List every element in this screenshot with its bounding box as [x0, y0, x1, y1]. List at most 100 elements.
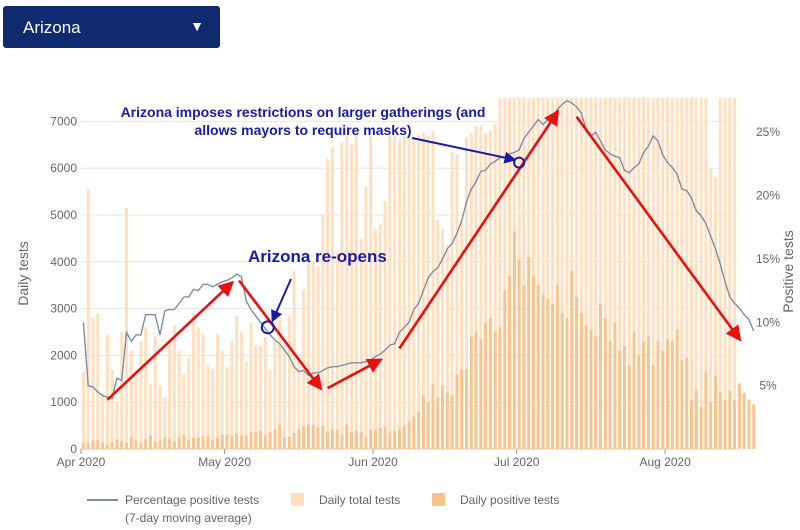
bar-total-tests [455, 154, 459, 449]
bar-total-tests [120, 332, 124, 449]
bar-total-tests [278, 317, 282, 449]
bar-positive-tests [182, 434, 186, 449]
bar-total-tests [541, 98, 545, 449]
bar-positive-tests [622, 346, 626, 449]
percent-positive-line-layer [82, 99, 755, 400]
legend-swatch-positive-tests [432, 493, 445, 506]
bar-positive-tests [546, 299, 550, 449]
trend-arrow [237, 279, 323, 391]
bar-positive-tests [570, 271, 574, 449]
bar-total-tests [378, 224, 382, 449]
bar-positive-tests [153, 441, 157, 449]
bar-total-tests [374, 229, 377, 449]
bar-positive-tests [412, 416, 416, 449]
bar-positive-tests [618, 350, 622, 449]
bar-total-tests [340, 142, 344, 449]
bar-total-tests [144, 327, 148, 449]
legend: Percentage positive tests (7-day moving a… [87, 493, 559, 525]
bar-positive-tests [263, 434, 267, 449]
bar-total-tests [244, 362, 248, 449]
bar-positive-tests [383, 426, 387, 449]
bar-total-tests [364, 186, 368, 450]
bar-positive-tests [565, 317, 569, 449]
bar-total-tests [642, 98, 646, 449]
bar-positive-tests [613, 322, 617, 449]
bar-positive-tests [292, 432, 296, 449]
bar-positive-tests [479, 339, 483, 449]
daily-positive-tests-bars [81, 231, 756, 449]
bar-total-tests [335, 252, 339, 449]
bar-positive-tests [163, 437, 167, 449]
bar-positive-tests [421, 395, 425, 449]
bar-positive-tests [397, 429, 401, 449]
bar-positive-tests [670, 341, 674, 449]
bar-positive-tests [158, 440, 162, 449]
bar-positive-tests [239, 435, 243, 449]
state-selector-value: Arizona [23, 18, 81, 37]
bar-positive-tests [723, 399, 727, 449]
bar-total-tests [172, 324, 176, 449]
bar-total-tests [177, 350, 181, 449]
y-tick-left: 3000 [50, 302, 77, 316]
bar-total-tests [589, 98, 593, 449]
bar-positive-tests [302, 426, 306, 449]
bar-positive-tests [340, 434, 344, 449]
bar-positive-tests [297, 429, 301, 449]
bar-total-tests [153, 336, 157, 449]
bar-total-tests [460, 219, 464, 449]
bar-positive-tests [551, 303, 555, 449]
bar-positive-tests [168, 439, 172, 449]
bar-total-tests [656, 98, 660, 449]
bar-total-tests [263, 336, 267, 449]
bar-total-tests [622, 98, 626, 449]
y-tick-left: 2000 [50, 348, 77, 362]
bar-total-tests [436, 219, 440, 449]
bar-positive-tests [369, 429, 373, 449]
y-tick-left: 6000 [50, 161, 77, 175]
bar-positive-tests [345, 424, 349, 449]
bar-total-tests [239, 332, 243, 449]
bar-total-tests [733, 98, 737, 449]
bar-positive-tests [330, 429, 334, 449]
bar-total-tests [508, 98, 512, 449]
bar-positive-tests [627, 364, 631, 449]
y-tick-right: 15% [756, 252, 780, 266]
bar-positive-tests [579, 313, 583, 449]
bar-positive-tests [713, 376, 717, 449]
bar-total-tests [297, 360, 301, 449]
bar-total-tests [187, 357, 191, 449]
bar-total-tests [718, 98, 722, 449]
annotation-pointer-reopen [271, 278, 292, 323]
bar-positive-tests [120, 441, 124, 449]
bar-positive-tests [532, 275, 535, 449]
bar-positive-tests [101, 442, 105, 449]
bar-positive-tests [148, 435, 152, 449]
bar-total-tests [192, 313, 196, 449]
bar-total-tests [666, 98, 670, 449]
bar-positive-tests [709, 402, 713, 449]
bar-positive-tests [508, 275, 512, 449]
bar-positive-tests [220, 434, 224, 449]
bar-positive-tests [680, 360, 684, 449]
bar-positive-tests [589, 329, 593, 449]
bar-positive-tests [575, 296, 579, 449]
bar-total-tests [579, 98, 583, 449]
bar-total-tests [283, 346, 286, 449]
y-tick-right: 25% [756, 125, 780, 139]
bar-total-tests [206, 364, 210, 449]
bar-total-tests [397, 140, 401, 449]
bar-positive-tests [110, 441, 114, 449]
bar-total-tests [306, 257, 310, 449]
bar-positive-tests [249, 432, 253, 449]
state-selector[interactable]: Arizona ▼ [3, 6, 220, 48]
legend-label-positive-tests: Daily positive tests [460, 493, 559, 507]
bar-positive-tests [484, 322, 488, 449]
bar-positive-tests [503, 289, 507, 449]
bar-positive-tests [187, 439, 191, 449]
bar-total-tests [498, 98, 502, 449]
bar-positive-tests [86, 442, 90, 449]
x-tick-label: Jun 2020 [348, 455, 398, 469]
bar-positive-tests [287, 436, 291, 449]
bar-positive-tests [192, 438, 196, 449]
bar-positive-tests [211, 439, 215, 449]
